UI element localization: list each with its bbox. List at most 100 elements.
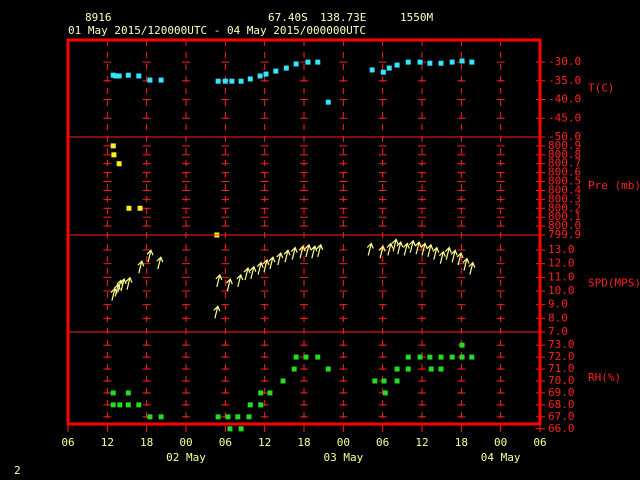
- wind-arrow: [225, 277, 233, 292]
- point: [238, 426, 244, 432]
- point: [222, 78, 228, 84]
- y-tick-label: 7.0: [548, 325, 568, 338]
- point: [459, 342, 465, 348]
- y-tick-label: 12.0: [548, 257, 575, 270]
- y-tick-label: 72.0: [548, 350, 575, 363]
- wind-arrow: [262, 258, 270, 273]
- point: [235, 414, 241, 420]
- point: [394, 62, 400, 68]
- y-tick-label: -50.0: [548, 130, 581, 143]
- point: [125, 402, 131, 408]
- wind-arrow: [215, 273, 223, 288]
- wind-arrow: [146, 249, 154, 263]
- wind-arrow: [391, 238, 399, 252]
- x-tick-label: 06: [533, 436, 546, 449]
- wind-arrow: [396, 241, 404, 255]
- point: [110, 390, 116, 396]
- point: [438, 60, 444, 66]
- point: [428, 366, 434, 372]
- station: 8916: [85, 11, 112, 24]
- point: [449, 59, 455, 65]
- point: [386, 65, 392, 71]
- point: [246, 414, 252, 420]
- y-tick-label: 69.0: [548, 386, 575, 399]
- x-tick-label: 06: [61, 436, 74, 449]
- wind-arrow: [408, 239, 416, 253]
- point: [417, 59, 423, 65]
- wind-arrow: [438, 250, 446, 264]
- point: [125, 390, 131, 396]
- point: [405, 366, 411, 372]
- day-label: 03 May: [323, 451, 363, 464]
- y-tick-label: 800.2: [548, 201, 581, 214]
- point: [315, 354, 321, 360]
- x-tick-label: 18: [140, 436, 153, 449]
- y-tick-label: 9.0: [548, 298, 568, 311]
- point: [158, 77, 164, 83]
- y-tick-label: 800.7: [548, 157, 581, 170]
- point: [382, 390, 388, 396]
- x-tick-label: 12: [415, 436, 428, 449]
- point: [225, 414, 231, 420]
- y-tick-label: 800.1: [548, 210, 581, 223]
- latitude: 67.40S: [268, 11, 308, 24]
- y-tick-label: 800.5: [548, 175, 581, 188]
- wind-arrow: [462, 257, 470, 271]
- wind-arrow: [378, 245, 386, 259]
- y-tick-label: 800.9: [548, 139, 581, 152]
- x-tick-label: 00: [337, 436, 350, 449]
- point: [158, 414, 164, 420]
- point: [263, 71, 269, 77]
- x-tick-label: 06: [376, 436, 389, 449]
- wind-arrow: [468, 261, 476, 275]
- point: [469, 354, 475, 360]
- y-axis-label: SPD(MPS): [588, 277, 640, 290]
- y-tick-label: 11.0: [548, 270, 575, 283]
- wind-arrow: [414, 241, 422, 255]
- point: [215, 414, 221, 420]
- wind-arrow: [402, 242, 410, 256]
- y-tick-label: 8.0: [548, 311, 568, 324]
- period: 01 May 2015/120000UTC - 04 May 2015/0000…: [68, 24, 366, 37]
- point: [303, 354, 309, 360]
- point: [325, 366, 331, 372]
- point: [258, 402, 264, 408]
- y-tick-label: 70.0: [548, 374, 575, 387]
- point: [247, 76, 253, 82]
- point: [459, 58, 465, 64]
- point: [111, 152, 117, 158]
- y-tick-label: 67.0: [548, 410, 575, 423]
- point: [459, 354, 465, 360]
- point: [438, 354, 444, 360]
- point: [291, 366, 297, 372]
- x-tick-label: 12: [258, 436, 271, 449]
- wind-arrow: [298, 245, 306, 259]
- point: [394, 378, 400, 384]
- point: [405, 354, 411, 360]
- point: [258, 390, 264, 396]
- x-tick-label: 18: [297, 436, 310, 449]
- y-tick-label: 73.0: [548, 338, 575, 351]
- y-tick-label: 800.4: [548, 183, 581, 196]
- point: [110, 402, 116, 408]
- point: [315, 59, 321, 65]
- point: [305, 59, 311, 65]
- wind-arrow: [276, 251, 284, 266]
- x-tick-label: 18: [455, 436, 468, 449]
- wind-arrow: [366, 242, 374, 256]
- point: [126, 205, 132, 211]
- point: [136, 402, 142, 408]
- point: [113, 73, 119, 79]
- point: [110, 72, 116, 78]
- point: [257, 73, 263, 79]
- y-tick-label: -30.0: [548, 55, 581, 68]
- day-label: 02 May: [166, 451, 206, 464]
- point: [137, 205, 143, 211]
- wind-arrow: [283, 249, 291, 263]
- point: [116, 161, 122, 167]
- point: [116, 73, 122, 79]
- point: [293, 61, 299, 67]
- point: [381, 378, 387, 384]
- day-label: 04 May: [481, 451, 521, 464]
- wind-arrow: [256, 261, 264, 275]
